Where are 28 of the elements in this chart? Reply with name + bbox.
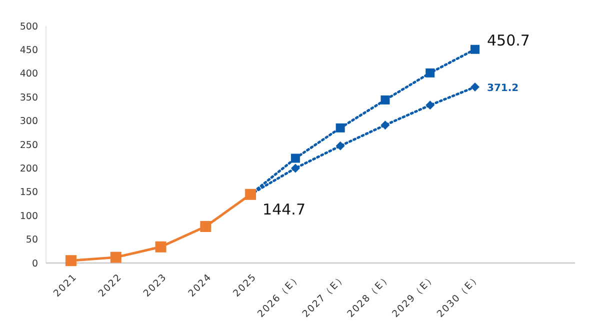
y-tick-label: 500 bbox=[20, 21, 38, 32]
y-tick-label: 350 bbox=[20, 92, 38, 104]
point bbox=[426, 68, 435, 78]
point bbox=[66, 255, 76, 266]
y-tick-label: 200 bbox=[20, 164, 38, 175]
point bbox=[470, 44, 480, 54]
data-label: 144.7 bbox=[262, 200, 306, 218]
point bbox=[290, 164, 300, 173]
point bbox=[155, 241, 166, 252]
data-label: 371.2 bbox=[487, 83, 519, 94]
y-tick-label: 250 bbox=[20, 140, 38, 151]
point bbox=[470, 82, 480, 92]
point bbox=[290, 154, 300, 163]
point bbox=[380, 95, 390, 104]
point bbox=[336, 123, 345, 132]
y-tick-label: 100 bbox=[20, 210, 38, 222]
y-tick-label: 0 bbox=[32, 258, 38, 270]
data-label: 450.7 bbox=[487, 31, 530, 50]
point bbox=[110, 252, 122, 263]
y-tick-label: 450 bbox=[20, 45, 38, 56]
y-tick-label: 400 bbox=[20, 68, 38, 80]
point bbox=[200, 221, 212, 232]
point bbox=[426, 100, 435, 110]
y-tick-label: 300 bbox=[20, 116, 38, 128]
point bbox=[336, 141, 345, 150]
y-tick-label: 50 bbox=[26, 234, 38, 246]
point bbox=[380, 120, 390, 130]
y-tick-label: 150 bbox=[20, 187, 38, 198]
